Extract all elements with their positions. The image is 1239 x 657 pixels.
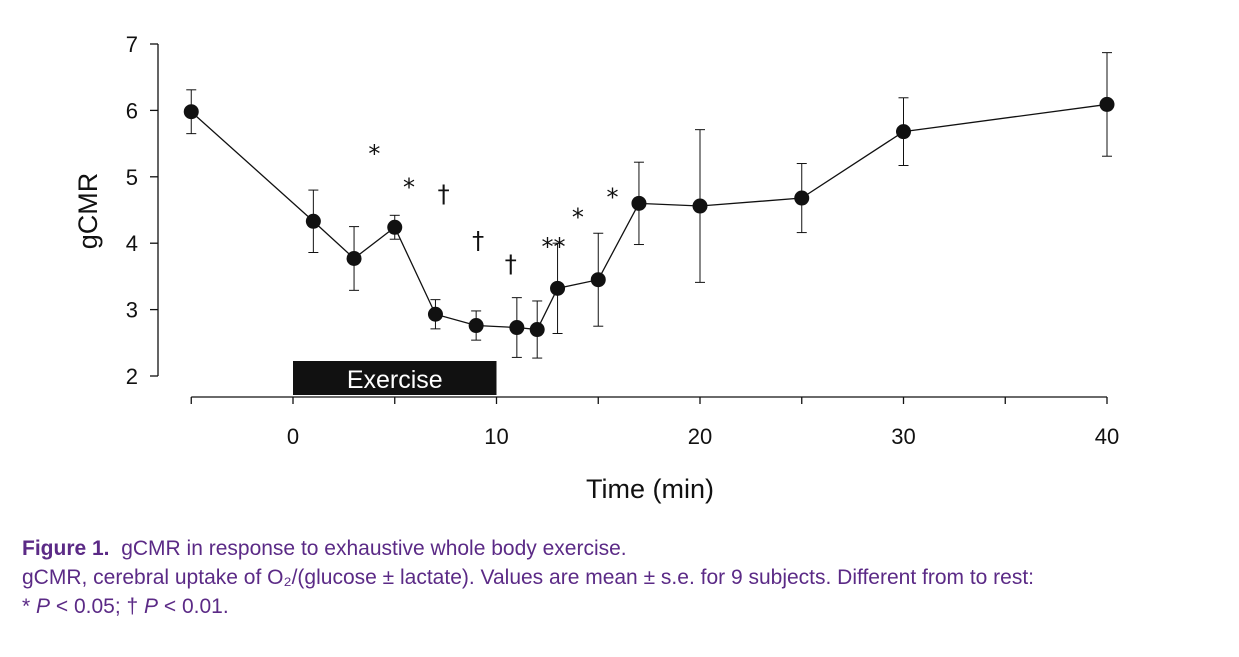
data-point — [590, 272, 606, 288]
x-axis: 0 10 20 30 40 — [190, 396, 1119, 449]
caption-threshold-1: < 0.05; † — [50, 595, 145, 618]
data-point — [550, 280, 566, 296]
significance-marker: * — [572, 203, 584, 231]
significance-marker: * — [403, 173, 415, 201]
significance-marker: ** — [541, 233, 565, 261]
significance-marker: † — [505, 250, 517, 278]
caption-description: gCMR, cerebral uptake of O₂/(glucose ± l… — [22, 566, 1035, 589]
significance-marker: * — [368, 140, 380, 168]
x-axis-title: Time (min) — [586, 474, 714, 504]
data-point — [1099, 96, 1115, 112]
y-axis-title: gCMR — [73, 173, 103, 250]
caption-threshold-2: < 0.01. — [158, 595, 229, 618]
data-point — [387, 219, 403, 235]
x-tick-label: 20 — [688, 424, 712, 449]
data-point — [468, 318, 484, 334]
data-point — [305, 213, 321, 229]
y-tick-label: 3 — [126, 298, 138, 323]
x-tick-label: 30 — [891, 424, 915, 449]
y-axis: 2 3 4 5 6 7 — [126, 32, 159, 389]
x-tick-label: 40 — [1095, 424, 1119, 449]
significance-annotations: ** †††**** — [368, 140, 618, 278]
figure-caption: Figure 1. gCMR in response to exhaustive… — [22, 534, 1222, 621]
significance-marker: † — [472, 227, 484, 255]
exercise-bar — [293, 361, 497, 395]
caption-title: gCMR in response to exhaustive whole bod… — [121, 537, 627, 560]
data-point — [509, 320, 525, 336]
caption-title-line: Figure 1. gCMR in response to exhaustive… — [22, 534, 1222, 563]
significance-marker: † — [438, 180, 450, 208]
caption-p-symbol-1: P — [36, 595, 51, 618]
x-tick-label: 0 — [287, 424, 299, 449]
y-tick-label: 5 — [126, 165, 138, 190]
x-tick-label: 10 — [484, 424, 508, 449]
data-point — [427, 306, 443, 322]
caption-significance: * P < 0.05; † P < 0.01. — [22, 592, 1222, 621]
data-series — [183, 52, 1115, 359]
data-point — [692, 198, 708, 214]
y-tick-label: 6 — [126, 98, 138, 123]
y-tick-label: 7 — [126, 32, 138, 57]
data-point — [794, 190, 810, 206]
exercise-period-bar: Exercise — [293, 361, 497, 395]
exercise-bar-label: Exercise — [347, 366, 443, 394]
y-tick-label: 2 — [126, 364, 138, 389]
series-line — [190, 103, 1108, 331]
caption-p-symbol-2: P — [144, 595, 159, 618]
data-point — [346, 250, 362, 266]
y-tick-label: 4 — [126, 231, 138, 256]
significance-marker: * — [606, 183, 618, 211]
data-point — [631, 195, 647, 211]
data-point — [529, 322, 545, 338]
caption-star: * — [22, 595, 37, 618]
data-point — [183, 104, 199, 120]
data-point — [896, 124, 911, 140]
figure-number: Figure 1. — [22, 537, 110, 560]
